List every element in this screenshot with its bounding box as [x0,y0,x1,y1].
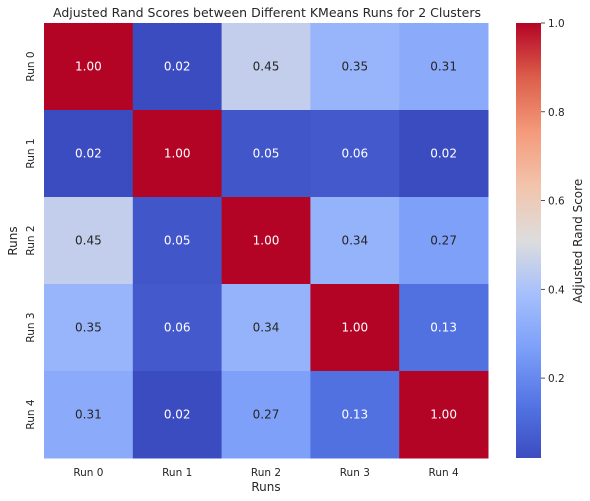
cell-value-label: 0.06 [164,321,191,335]
x-axis-label: Runs [251,480,280,494]
heatmap-cell [399,110,489,198]
heatmap-cell [310,110,400,198]
heatmap-cell [221,23,311,111]
colorbar-gradient [516,23,541,458]
y-tick-label: Run 1 [25,138,37,168]
cell-value-label: 0.02 [75,147,102,161]
cell-value-label: 0.13 [341,408,368,422]
cell-value-label: 0.34 [341,234,368,248]
cell-value-label: 1.00 [164,147,191,161]
heatmap-cell [221,197,311,285]
colorbar-tick-label: 1.0 [548,18,565,30]
heatmap-cell [44,284,134,372]
cell-value-label: 0.27 [253,408,280,422]
cell-value-label: 0.27 [430,234,457,248]
heatmap-cell [221,284,311,372]
x-tick-label: Run 3 [340,467,370,479]
cell-value-label: 0.05 [253,147,280,161]
heatmap-cell [310,284,400,372]
x-tick-label: Run 0 [73,467,103,479]
cell-value-label: 0.45 [75,234,102,248]
cell-value-label: 0.31 [430,60,457,74]
x-tick-label: Run 2 [251,467,281,479]
cell-value-label: 0.34 [253,321,280,335]
heatmap-cell [399,197,489,285]
heatmap-cell [132,23,223,111]
cell-value-label: 0.13 [430,321,457,335]
x-axis-ticks: Run 0 Run 1 Run 2 Run 3 Run 4 [73,467,459,479]
heatmap-cell [44,197,134,285]
colorbar-tick-label: 0.6 [548,196,565,208]
cell-value-label: 0.35 [341,60,368,74]
heatmap-cell [44,110,134,198]
heatmap-cell [399,371,489,459]
heatmap-cell [132,110,223,198]
heatmap-cell [221,371,311,459]
heatmap-cell [310,197,400,285]
heatmap-cell [44,23,134,111]
x-tick-label: Run 4 [429,467,459,479]
colorbar-tick-label: 0.8 [548,107,565,119]
cell-value-label: 1.00 [253,234,280,248]
heatmap-cell-labels: 1.00 0.02 0.45 0.35 0.31 0.02 1.00 0.05 0.06 0.02… [75,60,457,422]
heatmap-cell [310,23,400,111]
y-tick-label: Run 4 [25,399,37,429]
heatmap-cell [399,284,489,372]
colorbar-tick-label: 0.4 [548,284,565,296]
cell-value-label: 0.45 [253,60,280,74]
cell-value-label: 1.00 [341,321,368,335]
heatmap-cells [44,23,489,459]
cell-value-label: 0.02 [164,60,191,74]
colorbar-tick-label: 0.2 [548,373,565,385]
heatmap-cell [399,23,489,111]
heatmap-cell [221,110,311,198]
chart-title: Adjusted Rand Scores between Different K… [53,5,481,20]
cell-value-label: 0.02 [164,408,191,422]
x-tick-label: Run 1 [162,467,192,479]
colorbar-label: Adjusted Rand Score [571,179,585,303]
cell-value-label: 1.00 [75,60,102,74]
cell-value-label: 0.05 [164,234,191,248]
heatmap-cell [132,371,223,459]
cell-value-label: 0.02 [430,147,457,161]
y-tick-label: Run 3 [25,312,37,342]
cell-value-label: 1.00 [430,408,457,422]
heatmap-cell [310,371,400,459]
heatmap-cell [44,371,134,459]
y-axis-label: Runs [6,226,20,255]
heatmap-cell [132,197,223,285]
y-axis-ticks: Run 0 Run 1 Run 2 Run 3 Run 4 [25,51,37,429]
cell-value-label: 0.06 [341,147,368,161]
cell-value-label: 0.31 [75,408,102,422]
y-tick-label: Run 2 [25,225,37,255]
cell-value-label: 0.35 [75,321,102,335]
heatmap-cell [132,284,223,372]
y-tick-label: Run 0 [25,51,37,81]
colorbar: 0.2 0.4 0.6 0.8 1.0 [516,18,565,458]
